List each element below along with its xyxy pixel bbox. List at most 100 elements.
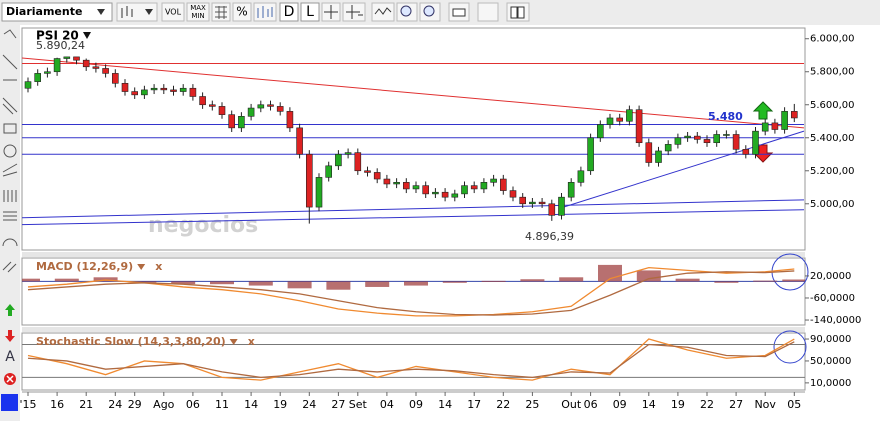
x-tick-label: 24 [108, 398, 122, 411]
candle-body [587, 137, 594, 172]
candle-body [529, 201, 536, 205]
candle-body [24, 81, 32, 89]
candle-body [170, 89, 177, 92]
candle-body [218, 106, 226, 115]
d-label: D [284, 4, 295, 20]
histogram-bar [93, 277, 118, 282]
indicator-close: x [248, 335, 255, 348]
delete-icon [6, 375, 14, 383]
macd-plot [22, 264, 805, 317]
candle-body [286, 111, 294, 129]
print-icon [452, 8, 466, 17]
color-tool[interactable] [1, 394, 18, 411]
min-label: MIN [191, 12, 204, 20]
crosshair-icon [324, 5, 338, 19]
dropdown-arrow [145, 9, 153, 15]
maxmin-button[interactable] [186, 2, 210, 22]
highlight-circle [773, 330, 807, 364]
splitter[interactable] [22, 252, 805, 257]
fan-tool[interactable] [2, 163, 18, 177]
histogram-bar [782, 279, 805, 282]
x-tick-label: 21 [79, 398, 93, 411]
histogram-bar [481, 280, 506, 282]
candle-body [53, 58, 61, 73]
x-tick-label: 29 [128, 398, 142, 411]
indicator-line [27, 270, 795, 316]
candle-body [723, 134, 730, 136]
candle-body [257, 104, 265, 109]
candle-body [441, 191, 449, 198]
hand-tool[interactable] [3, 29, 17, 39]
chart-title: PSI 20 [36, 29, 79, 43]
y-tick-label: 5.200,00 [810, 166, 855, 177]
histogram-bar [171, 281, 196, 285]
period-select[interactable] [1, 2, 113, 22]
candle-body [131, 91, 138, 96]
histogram-bar [22, 278, 40, 282]
percent-button[interactable] [232, 2, 252, 22]
trend-line [22, 209, 805, 226]
annotation: 5.480 [708, 110, 743, 123]
candle-body [209, 104, 216, 107]
down-arrow-tool[interactable] [5, 330, 15, 342]
help-button[interactable] [477, 2, 499, 22]
candle-body [509, 190, 517, 198]
parallel-tool[interactable] [2, 261, 17, 273]
candle-body [480, 182, 488, 190]
candle-body [402, 182, 410, 190]
candle-body [655, 150, 662, 163]
cycle-tool[interactable] [3, 190, 17, 202]
x-tick-label: 14 [642, 398, 656, 411]
trend-line [22, 199, 805, 219]
x-tick-label: 06 [186, 398, 200, 411]
candle-body [771, 122, 779, 130]
candle-body [238, 116, 245, 129]
d-button[interactable] [279, 2, 299, 22]
candle-body [732, 134, 740, 150]
candle-body [684, 135, 691, 139]
candle-body [189, 87, 197, 97]
histogram-bar [287, 281, 312, 289]
indicators-button[interactable] [371, 2, 395, 22]
x-tick-label: 04 [380, 398, 394, 411]
up-arrow-tool[interactable] [5, 304, 15, 316]
arc-tool[interactable] [2, 238, 18, 247]
indicator-title: Stochastic Slow (14,3,3,80,20) [36, 335, 226, 348]
max-label: MAX [190, 4, 206, 12]
candle-body [451, 193, 459, 198]
trend-line [561, 130, 805, 209]
compare-button[interactable] [253, 2, 277, 22]
candle-body [73, 56, 80, 61]
fib-tool[interactable] [3, 211, 17, 221]
x-tick-label: Nov [754, 398, 776, 411]
candle-body [325, 165, 333, 178]
x-tick-label: 09 [409, 398, 423, 411]
title-menu-arrow[interactable] [83, 32, 91, 39]
circle-tool[interactable] [3, 144, 17, 158]
y-tick-label: 5.800,00 [810, 67, 855, 78]
annotation: 4.896,39 [525, 230, 574, 243]
histogram-bar [132, 281, 157, 283]
y-tick-label: 5.000,00 [810, 199, 855, 210]
y-tick-label: -140,0000 [810, 315, 861, 326]
channel-tool[interactable] [2, 97, 18, 115]
splitter[interactable] [22, 327, 805, 332]
rect-tool[interactable] [3, 123, 17, 134]
zoom-out-icon [400, 5, 412, 17]
y-tick-label: 5.600,00 [810, 100, 855, 111]
vol-button[interactable] [161, 2, 185, 22]
watermark: negocios [148, 213, 258, 238]
candle-body [383, 178, 391, 185]
candle-body [606, 117, 614, 125]
text-tool[interactable]: A [5, 349, 15, 365]
line-tool[interactable] [2, 54, 18, 70]
histogram-bar [520, 279, 545, 282]
up-marker [752, 101, 774, 120]
indicator-line [27, 341, 795, 379]
l-button[interactable] [300, 2, 320, 22]
candle-body [422, 185, 430, 195]
crosshair2-icon [346, 5, 363, 19]
candle-body [761, 122, 769, 132]
x-tick-label: Set [349, 398, 368, 411]
